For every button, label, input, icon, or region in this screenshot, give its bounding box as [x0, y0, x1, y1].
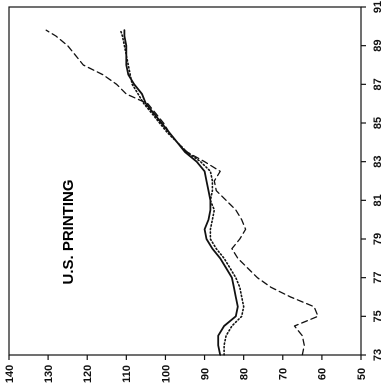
- series-line-solid: [123, 29, 239, 356]
- value-tick-label: 80: [239, 368, 251, 380]
- value-tick-label: 120: [82, 365, 94, 383]
- year-tick-label: 89: [372, 40, 384, 52]
- series-lines: [45, 29, 319, 356]
- chart-title: U.S. PRINTING: [60, 179, 77, 284]
- value-tick-label: 90: [199, 368, 211, 380]
- series-line-dotted: [119, 29, 245, 356]
- year-tick-label: 77: [372, 272, 384, 284]
- year-tick-label: 79: [372, 233, 384, 245]
- value-axis-ticks: 50 60 70 80 90 100 110 120 130 140: [4, 355, 368, 383]
- value-tick-label: 100: [160, 365, 172, 383]
- value-tick-label: 70: [278, 368, 290, 380]
- year-tick-label: 73: [372, 349, 384, 361]
- year-tick-label: 75: [372, 310, 384, 322]
- year-tick-label: 83: [372, 156, 384, 168]
- year-axis-ticks: 73 75 77 79 81 83 85 87 89 91: [361, 1, 384, 361]
- value-tick-label: 140: [4, 365, 16, 383]
- year-tick-label: 85: [372, 117, 384, 129]
- plot-border: [8, 6, 362, 356]
- year-tick-label: 91: [372, 1, 384, 13]
- value-tick-label: 50: [356, 368, 368, 380]
- value-tick-label: 60: [317, 368, 329, 380]
- year-tick-label: 81: [372, 194, 384, 206]
- year-tick-label: 87: [372, 78, 384, 90]
- series-line-dashed: [45, 29, 319, 356]
- plot-frame: [8, 6, 362, 356]
- value-tick-label: 110: [121, 365, 133, 383]
- value-tick-label: 130: [43, 365, 55, 383]
